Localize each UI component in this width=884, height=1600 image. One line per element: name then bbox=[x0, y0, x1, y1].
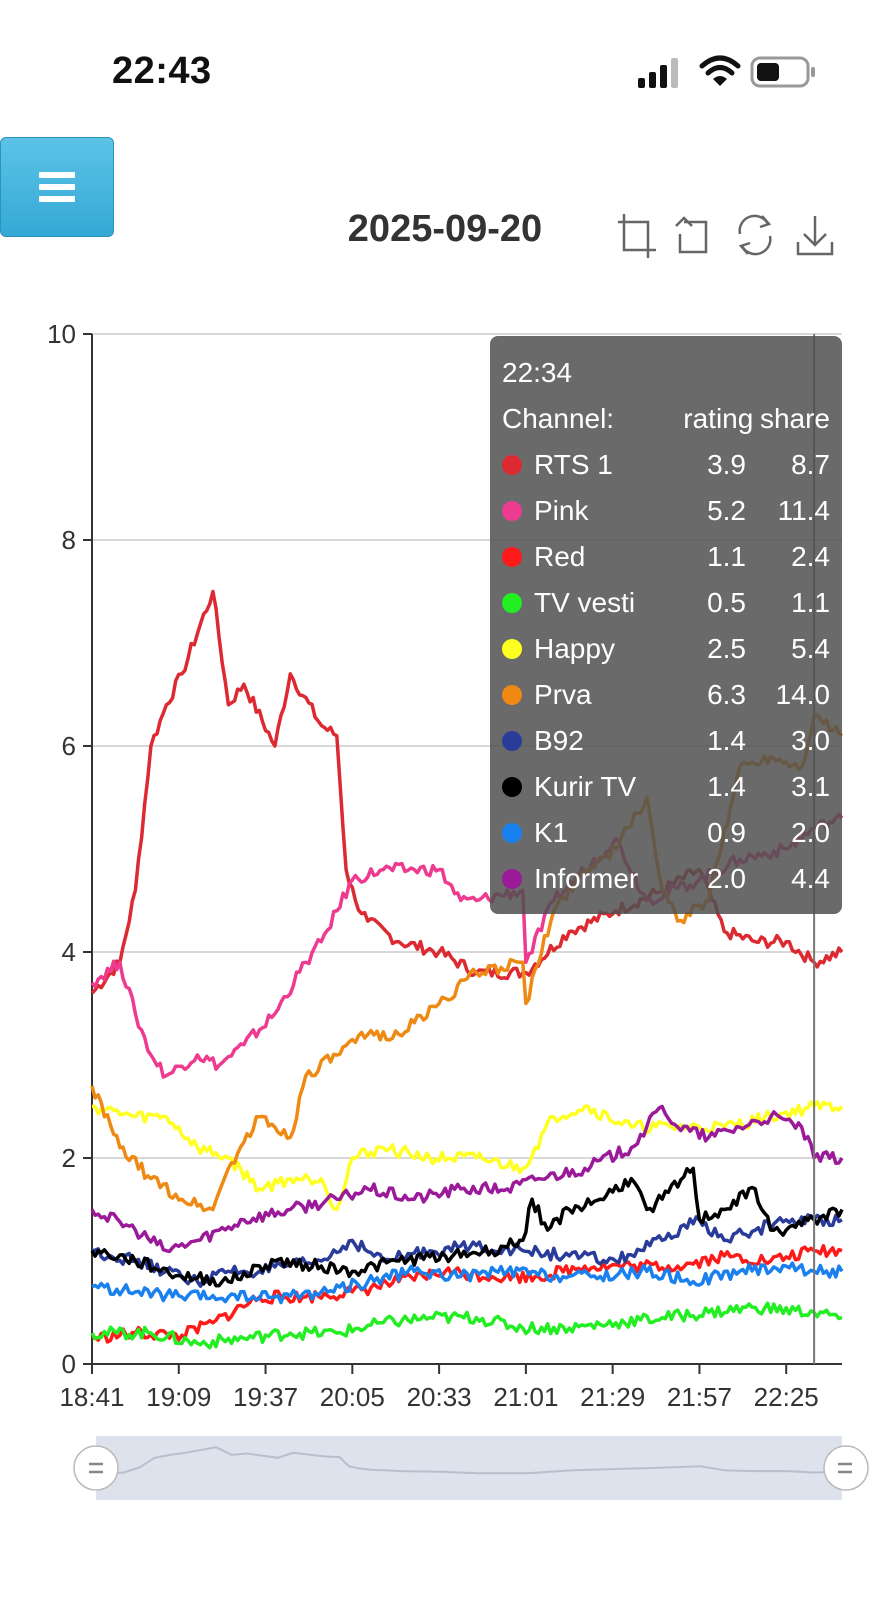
tooltip-row-share: 2.0 bbox=[791, 817, 830, 848]
zoom-icon[interactable] bbox=[616, 212, 658, 258]
series-line-informer bbox=[90, 1104, 844, 1254]
tooltip-row-rating: 1.4 bbox=[707, 771, 746, 802]
tooltip-row-share: 8.7 bbox=[791, 449, 830, 480]
series-line-happy bbox=[91, 1100, 844, 1212]
tooltip-row-name: K1 bbox=[534, 817, 569, 848]
tooltip-row-share: 4.4 bbox=[791, 863, 830, 894]
tooltip-row-share: 2.4 bbox=[791, 541, 830, 572]
x-tick-label: 21:29 bbox=[580, 1382, 645, 1412]
tooltip-row-rating: 2.5 bbox=[707, 633, 746, 664]
zoom-handle-start[interactable] bbox=[73, 1445, 119, 1491]
tooltip-row-name: Prva bbox=[534, 679, 592, 710]
tooltip-row: Informer 2.0 4.4 bbox=[502, 856, 830, 902]
chart-tooltip: 22:34 Channel: rating share RTS 1 3.9 8.7 P… bbox=[490, 336, 842, 914]
series-line-k1 bbox=[91, 1261, 844, 1305]
tooltip-row-dot bbox=[502, 501, 522, 521]
tooltip-row-dot bbox=[502, 823, 522, 843]
wifi-icon bbox=[699, 55, 741, 86]
series-line-b92 bbox=[91, 1213, 843, 1288]
tooltip-row-name: Informer bbox=[534, 863, 639, 894]
tooltip-row-name: Red bbox=[534, 541, 586, 572]
tooltip-row-name: Happy bbox=[534, 633, 615, 664]
tooltip-row-share: 14.0 bbox=[775, 679, 831, 710]
tooltip-row: B92 1.4 3.0 bbox=[502, 718, 830, 764]
x-tick-label: 20:05 bbox=[320, 1382, 385, 1412]
y-tick-label: 8 bbox=[62, 525, 76, 555]
x-tick-label: 21:57 bbox=[667, 1382, 732, 1412]
tooltip-header-channel: Channel: bbox=[502, 403, 615, 434]
tooltip-row-share: 1.1 bbox=[791, 587, 830, 618]
y-tick-label: 6 bbox=[62, 731, 76, 761]
tooltip-row-name: Kurir TV bbox=[534, 771, 637, 802]
tooltip-row-rating: 5.2 bbox=[707, 495, 746, 526]
series-line-kurir-tv bbox=[90, 1166, 844, 1288]
chart[interactable]: 0 2 4 6 8 10 18:41 19:09 19:37 20:05 20:33 21:01 21:… bbox=[0, 300, 884, 1560]
tooltip-row-name: TV vesti bbox=[534, 587, 636, 618]
tooltip-row-share: 3.1 bbox=[791, 771, 830, 802]
tooltip-row-share: 5.4 bbox=[791, 633, 830, 664]
status-time: 22:43 bbox=[112, 50, 212, 92]
series-line-tv-vesti bbox=[90, 1301, 843, 1350]
zoom-slider-preview bbox=[95, 1446, 843, 1476]
hamburger-icon bbox=[39, 172, 75, 202]
tooltip-row-rating: 2.0 bbox=[707, 863, 746, 894]
chart-toolbox bbox=[616, 212, 846, 262]
tooltip-header: Channel: rating share bbox=[502, 396, 830, 442]
zoom-reset-icon[interactable] bbox=[674, 212, 716, 258]
tooltip-row-share: 11.4 bbox=[777, 495, 830, 526]
tooltip-row: Kurir TV 1.4 3.1 bbox=[502, 764, 830, 810]
signal-icon bbox=[638, 58, 678, 88]
tooltip-row-rating: 0.9 bbox=[707, 817, 746, 848]
tooltip-row: RTS 1 3.9 8.7 bbox=[502, 442, 830, 488]
tooltip-header-share: share bbox=[759, 403, 830, 434]
y-tick-label: 4 bbox=[62, 937, 76, 967]
y-tick-label: 0 bbox=[62, 1349, 76, 1379]
tooltip-row-dot bbox=[502, 731, 522, 751]
save-image-icon[interactable] bbox=[794, 212, 836, 258]
y-tick-label: 10 bbox=[47, 319, 76, 349]
x-tick-label: 22:25 bbox=[754, 1382, 819, 1412]
tooltip-row-rating: 3.9 bbox=[707, 449, 746, 480]
tooltip-row-name: RTS 1 bbox=[534, 449, 613, 480]
tooltip-row-rating: 1.4 bbox=[707, 725, 746, 756]
tooltip-row-name: Pink bbox=[534, 495, 589, 526]
status-bar: 22:43 bbox=[0, 0, 884, 140]
tooltip-row-dot bbox=[502, 547, 522, 567]
status-icons bbox=[636, 52, 816, 92]
x-tick-label: 19:37 bbox=[233, 1382, 298, 1412]
tooltip-row-dot bbox=[502, 777, 522, 797]
tooltip-header-rating: rating bbox=[683, 403, 754, 434]
zoom-handle-end[interactable] bbox=[823, 1445, 869, 1491]
tooltip-time: 22:34 bbox=[502, 357, 573, 388]
tooltip-row-rating: 0.5 bbox=[707, 587, 746, 618]
tooltip-row: K1 0.9 2.0 bbox=[502, 810, 830, 856]
tooltip-row-name: B92 bbox=[534, 725, 584, 756]
tooltip-row-rating: 1.1 bbox=[707, 541, 746, 572]
tooltip-row: Pink 5.2 11.4 bbox=[502, 488, 830, 534]
chart-title: 2025-09-20 bbox=[347, 208, 543, 250]
tooltip-row-dot bbox=[502, 593, 522, 613]
tooltip-row-dot bbox=[502, 869, 522, 889]
tooltip-row-dot bbox=[502, 639, 522, 659]
series-line-red bbox=[91, 1244, 843, 1344]
x-tick-label: 19:09 bbox=[146, 1382, 211, 1412]
tooltip-row: TV vesti 0.5 1.1 bbox=[502, 580, 830, 626]
restore-icon[interactable] bbox=[734, 212, 776, 258]
tooltip-row: Prva 6.3 14.0 bbox=[502, 672, 830, 718]
zoom-slider-track bbox=[96, 1436, 842, 1500]
battery-icon bbox=[750, 56, 815, 88]
tooltip-row-dot bbox=[502, 685, 522, 705]
tooltip-row-rating: 6.3 bbox=[707, 679, 746, 710]
tooltip-row-dot bbox=[502, 455, 522, 475]
y-tick-label: 2 bbox=[62, 1143, 76, 1173]
tooltip-row: Happy 2.5 5.4 bbox=[502, 626, 830, 672]
x-tick-label: 18:41 bbox=[59, 1382, 124, 1412]
x-tick-label: 20:33 bbox=[407, 1382, 472, 1412]
x-tick-label: 21:01 bbox=[493, 1382, 558, 1412]
tooltip-row-share: 3.0 bbox=[791, 725, 830, 756]
menu-button[interactable] bbox=[0, 137, 114, 237]
tooltip-row: Red 1.1 2.4 bbox=[502, 534, 830, 580]
